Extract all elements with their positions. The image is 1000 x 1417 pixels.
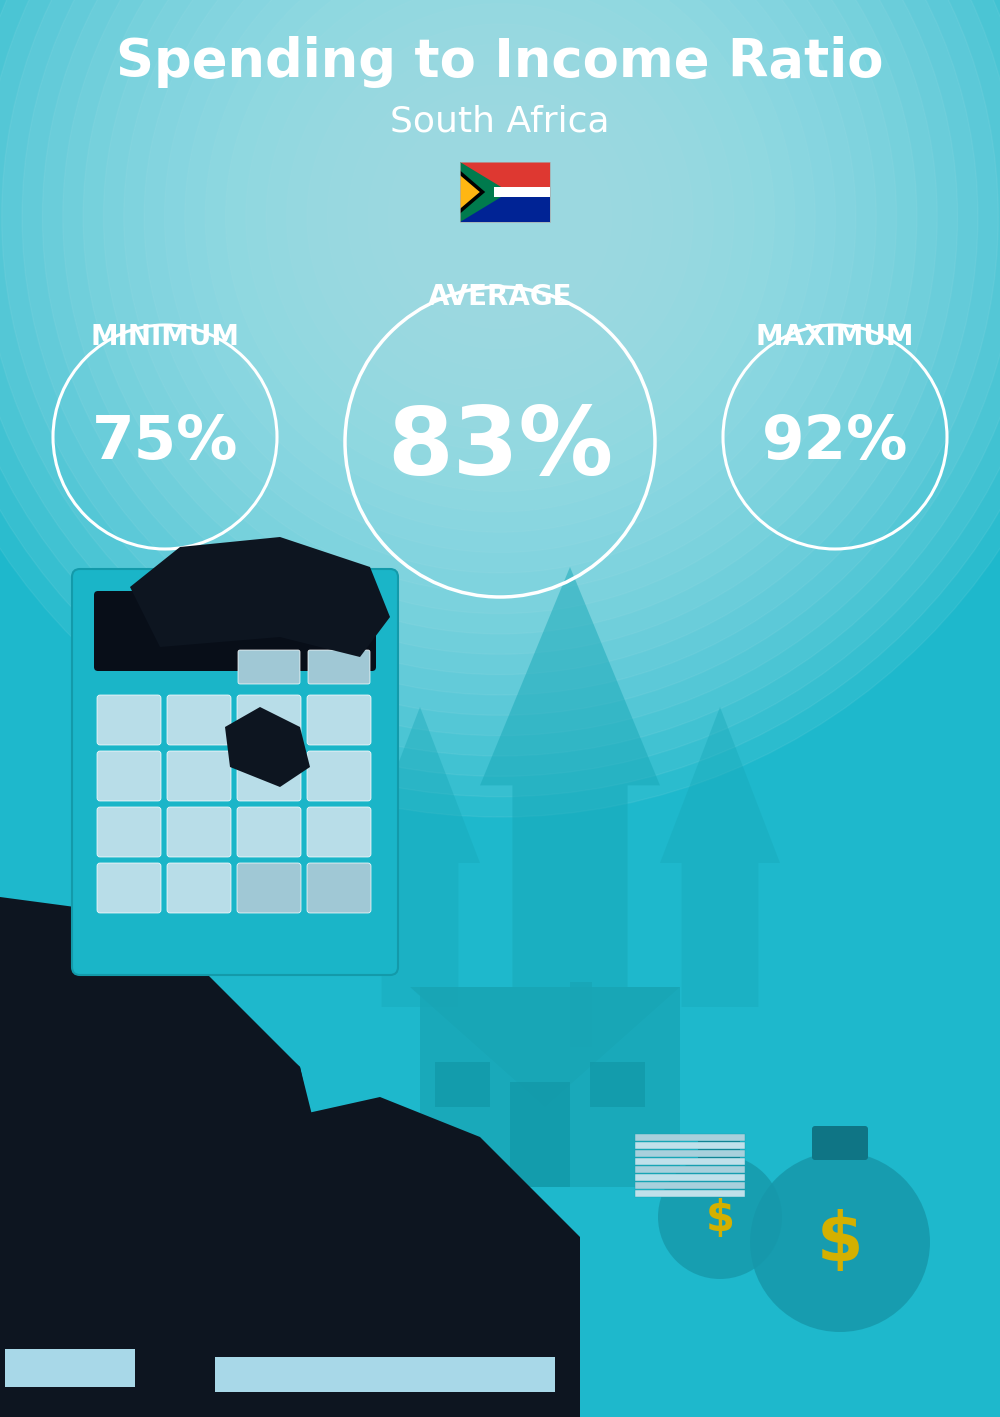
Text: AVERAGE: AVERAGE xyxy=(428,283,572,310)
FancyBboxPatch shape xyxy=(160,1342,580,1417)
FancyBboxPatch shape xyxy=(307,694,371,745)
FancyBboxPatch shape xyxy=(97,694,161,745)
FancyBboxPatch shape xyxy=(510,1083,570,1187)
Polygon shape xyxy=(480,567,660,988)
Polygon shape xyxy=(410,988,680,1107)
Polygon shape xyxy=(130,537,390,657)
FancyBboxPatch shape xyxy=(97,751,161,801)
FancyBboxPatch shape xyxy=(97,808,161,857)
Circle shape xyxy=(658,1155,782,1280)
FancyBboxPatch shape xyxy=(460,191,550,222)
Circle shape xyxy=(0,0,1000,777)
FancyBboxPatch shape xyxy=(460,162,550,191)
FancyBboxPatch shape xyxy=(94,591,376,672)
Text: 75%: 75% xyxy=(92,412,238,472)
FancyBboxPatch shape xyxy=(237,694,301,745)
FancyBboxPatch shape xyxy=(494,191,550,197)
Polygon shape xyxy=(660,707,780,1007)
FancyBboxPatch shape xyxy=(237,863,301,913)
FancyBboxPatch shape xyxy=(167,808,231,857)
FancyBboxPatch shape xyxy=(635,1166,745,1173)
FancyBboxPatch shape xyxy=(698,1136,740,1161)
Polygon shape xyxy=(460,170,485,214)
Circle shape xyxy=(0,0,1000,818)
FancyBboxPatch shape xyxy=(237,751,301,801)
Text: Spending to Income Ratio: Spending to Income Ratio xyxy=(116,35,884,88)
Text: MAXIMUM: MAXIMUM xyxy=(756,323,914,351)
FancyBboxPatch shape xyxy=(435,1061,490,1107)
FancyBboxPatch shape xyxy=(307,751,371,801)
FancyBboxPatch shape xyxy=(215,1357,555,1391)
FancyBboxPatch shape xyxy=(167,863,231,913)
FancyBboxPatch shape xyxy=(0,1338,340,1417)
FancyBboxPatch shape xyxy=(307,863,371,913)
Text: $: $ xyxy=(817,1209,863,1275)
FancyBboxPatch shape xyxy=(237,808,301,857)
Polygon shape xyxy=(0,937,340,1417)
FancyBboxPatch shape xyxy=(635,1142,745,1149)
Polygon shape xyxy=(200,1168,580,1417)
FancyBboxPatch shape xyxy=(97,863,161,913)
FancyBboxPatch shape xyxy=(307,808,371,857)
FancyBboxPatch shape xyxy=(812,1127,868,1161)
FancyBboxPatch shape xyxy=(238,650,300,684)
Text: South Africa: South Africa xyxy=(390,105,610,139)
Text: 92%: 92% xyxy=(762,412,908,472)
FancyBboxPatch shape xyxy=(635,1151,745,1158)
FancyBboxPatch shape xyxy=(635,1182,745,1189)
Polygon shape xyxy=(360,707,480,1007)
FancyBboxPatch shape xyxy=(635,1175,745,1180)
Polygon shape xyxy=(100,1097,580,1417)
Circle shape xyxy=(750,1152,930,1332)
Polygon shape xyxy=(0,897,350,1417)
Polygon shape xyxy=(225,707,310,786)
Polygon shape xyxy=(460,176,480,208)
Polygon shape xyxy=(460,162,510,222)
FancyBboxPatch shape xyxy=(420,988,680,1187)
FancyBboxPatch shape xyxy=(308,650,370,684)
FancyBboxPatch shape xyxy=(494,187,550,193)
Text: MINIMUM: MINIMUM xyxy=(90,323,240,351)
Circle shape xyxy=(0,0,1000,735)
FancyBboxPatch shape xyxy=(570,982,592,1047)
FancyBboxPatch shape xyxy=(72,570,398,975)
FancyBboxPatch shape xyxy=(635,1158,745,1165)
FancyBboxPatch shape xyxy=(635,1190,745,1197)
FancyBboxPatch shape xyxy=(167,694,231,745)
Text: 83%: 83% xyxy=(387,402,613,495)
Circle shape xyxy=(0,0,1000,755)
Text: $: $ xyxy=(706,1197,734,1240)
FancyBboxPatch shape xyxy=(5,1349,135,1387)
FancyBboxPatch shape xyxy=(635,1134,745,1141)
FancyBboxPatch shape xyxy=(167,751,231,801)
FancyBboxPatch shape xyxy=(590,1061,645,1107)
Circle shape xyxy=(0,0,1000,796)
